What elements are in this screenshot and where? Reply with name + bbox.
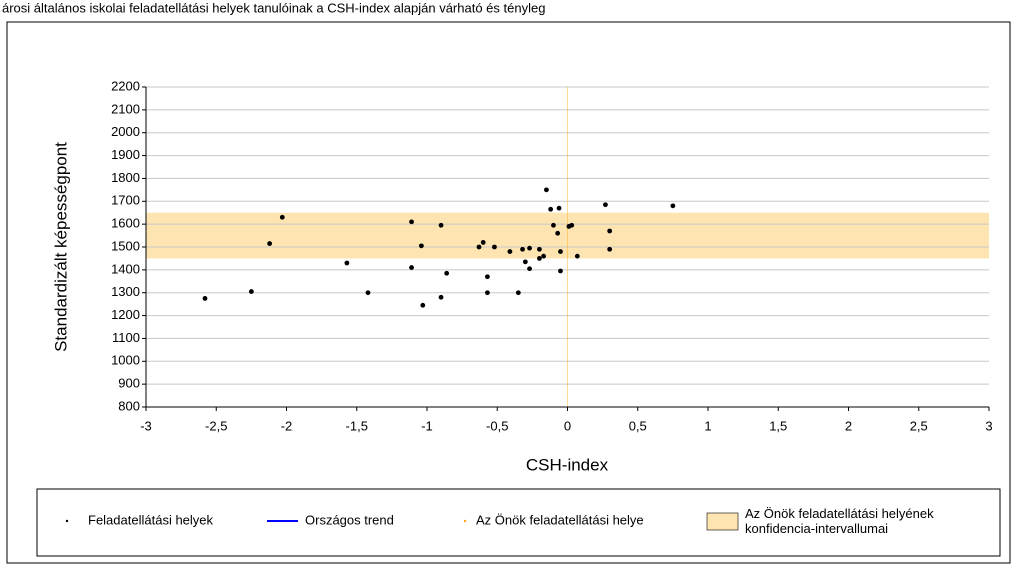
- y-tick-label: 900: [118, 376, 140, 391]
- y-tick-label: 2100: [111, 101, 140, 116]
- legend-entry: Az Önök feladatellátási helyének konfide…: [745, 506, 934, 536]
- data-point: [522, 259, 528, 265]
- data-point: [485, 274, 490, 280]
- y-tick-label: 800: [118, 398, 140, 413]
- data-point: [558, 268, 563, 274]
- data-point: [409, 265, 414, 270]
- data-point: [548, 206, 554, 212]
- y-axis-label: Standardizált képességpont: [51, 142, 70, 352]
- y-tick-label: 1000: [111, 353, 140, 368]
- data-point: [409, 219, 414, 225]
- x-tick-label: -1,5: [346, 418, 368, 433]
- legend-label: Az Önök feladatellátási helyének konfide…: [745, 506, 934, 536]
- x-tick-label: -1: [421, 418, 433, 433]
- data-point: [574, 253, 580, 259]
- data-point: [480, 240, 486, 245]
- data-point: [438, 294, 444, 300]
- data-point: [537, 246, 542, 252]
- x-tick-label: 1,5: [769, 418, 787, 433]
- data-point: [248, 289, 254, 294]
- data-point: [485, 290, 490, 296]
- data-point: [420, 302, 426, 308]
- y-tick-label: 2200: [111, 78, 140, 93]
- x-tick-label: 2: [845, 418, 852, 433]
- data-point: [520, 246, 525, 252]
- data-point: [603, 202, 608, 208]
- data-point: [556, 205, 562, 211]
- data-point: [527, 245, 532, 251]
- x-tick-label: 0,5: [629, 418, 647, 433]
- x-tick-label: 0: [564, 418, 571, 433]
- data-point: [555, 230, 561, 236]
- y-tick-label: 1900: [111, 147, 140, 162]
- legend-marker: [706, 512, 739, 531]
- data-point: [515, 290, 521, 296]
- y-tick-label: 1300: [111, 284, 140, 299]
- legend-frame: [36, 488, 1001, 557]
- y-tick-label: 1700: [111, 193, 140, 208]
- y-tick-label: 1800: [111, 170, 140, 185]
- legend-marker: [463, 519, 467, 523]
- x-tick-label: -2: [281, 418, 293, 433]
- x-tick-label: -3: [140, 418, 152, 433]
- y-tick-label: 2000: [111, 124, 140, 139]
- data-point: [544, 187, 549, 193]
- x-tick-label: -2,5: [205, 418, 227, 433]
- legend-label: Országos trend: [305, 512, 394, 527]
- y-tick-label: 1200: [111, 307, 140, 322]
- x-tick-label: 3: [985, 418, 992, 433]
- legend-marker: [65, 519, 69, 523]
- data-point: [551, 222, 556, 228]
- data-point: [537, 256, 542, 261]
- data-point: [558, 249, 563, 254]
- data-point: [202, 296, 208, 301]
- confidence-band: [146, 212, 989, 259]
- y-tick-label: 1100: [112, 330, 140, 345]
- x-tick-label: 2,5: [910, 418, 928, 433]
- data-point: [507, 249, 513, 254]
- data-point: [344, 260, 350, 266]
- data-point: [418, 243, 424, 249]
- data-point: [438, 222, 444, 228]
- y-tick-label: 1500: [111, 238, 140, 253]
- data-point: [569, 222, 575, 228]
- data-point: [279, 214, 285, 220]
- legend-label: Az Önök feladatellátási helye: [476, 512, 644, 527]
- data-point: [476, 244, 482, 250]
- x-tick-label: -0,5: [486, 418, 508, 433]
- data-point: [607, 228, 613, 234]
- chart-title: árosi általános iskolai feladatellátási …: [2, 0, 545, 15]
- data-point: [492, 244, 497, 250]
- data-point: [527, 266, 532, 272]
- data-point: [444, 270, 450, 276]
- data-point: [541, 253, 547, 259]
- data-point: [670, 203, 676, 209]
- y-tick-label: 1400: [111, 261, 140, 276]
- chart-frame: [6, 21, 1011, 564]
- legend-label: Feladatellátási helyek: [88, 512, 214, 527]
- x-axis-label: CSH-index: [526, 455, 609, 474]
- data-point: [607, 246, 613, 252]
- x-tick-label: 1: [704, 418, 711, 433]
- data-point: [365, 290, 371, 296]
- y-tick-label: 1600: [111, 216, 140, 231]
- data-point: [267, 241, 273, 246]
